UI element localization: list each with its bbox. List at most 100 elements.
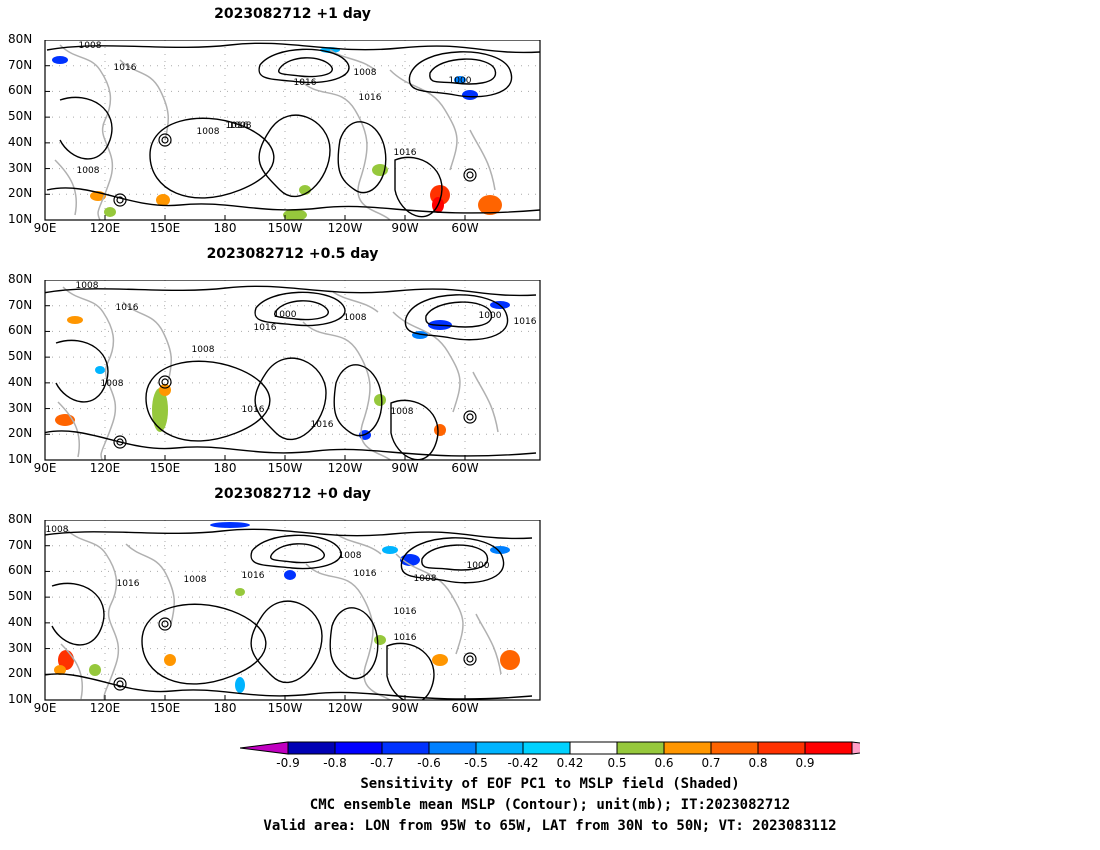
- low-pressure-center: [116, 680, 124, 688]
- colorbar-segment: [428, 741, 477, 755]
- lat-tick-label: 30N: [8, 160, 33, 175]
- lon-tick-label: 120W: [327, 221, 363, 235]
- map-panel-3: 1008 1016 1008 1016 1008 1016 1016 1016 1008 1000: [44, 520, 541, 701]
- map-panel-1: 1008101610081016100810161016101610081000…: [44, 40, 541, 221]
- colorbar-tick-label: -0.9: [276, 756, 300, 770]
- lat-tick-label: 40N: [8, 374, 33, 389]
- low-pressure-center: [116, 438, 124, 446]
- sensitivity-shading: [374, 394, 386, 406]
- contour-label: 1016: [311, 420, 334, 430]
- sensitivity-shading: [164, 654, 176, 666]
- colorbar-tick-label: 0.7: [701, 756, 721, 770]
- lon-tick-label: 90W: [391, 221, 419, 235]
- coastline: [392, 311, 461, 413]
- low-pressure-center: [466, 171, 474, 179]
- lon-tick-label: 120E: [89, 221, 121, 235]
- sensitivity-shading: [500, 650, 520, 670]
- sensitivity-shading: [152, 388, 168, 432]
- coastline: [54, 159, 77, 216]
- colorbar-segment: [663, 741, 712, 755]
- mslp-contour: [45, 430, 537, 457]
- low-pressure-center: [466, 413, 474, 421]
- colorbar-segment: [710, 741, 759, 755]
- lon-tick-label: 90E: [33, 701, 57, 715]
- lon-tick-label: 180: [213, 221, 237, 235]
- colorbar-tick-label: 0.5: [607, 756, 627, 770]
- lat-tick-label: 30N: [8, 400, 33, 415]
- mslp-contour: [51, 582, 105, 646]
- lat-tick-label: 60N: [8, 323, 33, 338]
- coastline: [60, 643, 83, 700]
- sensitivity-shading: [454, 76, 466, 84]
- coastline: [125, 543, 176, 625]
- low-pressure-center: [463, 410, 477, 424]
- mslp-contour: [250, 600, 323, 683]
- lat-tick-label: 40N: [8, 134, 33, 149]
- coastline: [119, 59, 170, 141]
- contour-label: 1016: [116, 303, 139, 313]
- sensitivity-shading: [95, 366, 105, 374]
- sensitivity-shading: [462, 90, 478, 100]
- colorbar-tick-label: -0.6: [417, 756, 441, 770]
- mslp-contour: [394, 156, 443, 218]
- map-background: [45, 40, 540, 220]
- mslp-contour: [149, 117, 275, 199]
- colorbar-tick-label: -0.7: [370, 756, 394, 770]
- colorbar-tick-label: -0.8: [323, 756, 347, 770]
- colorbar-segment: [381, 741, 430, 755]
- contour-label: 1008: [192, 345, 215, 355]
- coastline: [65, 528, 119, 700]
- map-panel-2: 1008 1016 1016 1000 1008 1008 1016 1016 1008 1000…: [44, 280, 541, 461]
- mslp-contour: [333, 364, 383, 437]
- lat-tick-label: 80N: [8, 272, 33, 286]
- mslp-contour: [274, 300, 329, 321]
- colorbar-segment: [287, 741, 336, 755]
- mslp-contour: [421, 544, 489, 571]
- contour-label: 1000: [467, 561, 490, 571]
- colorbar-max-arrow: [851, 741, 860, 755]
- lon-tick-label: 120W: [327, 461, 363, 475]
- sensitivity-shading: [210, 522, 250, 528]
- mslp-contour: [390, 399, 439, 460]
- coastline: [395, 553, 464, 655]
- mslp-contour: [258, 114, 331, 197]
- lat-tick-label: 10N: [8, 452, 33, 466]
- mslp-contour: [141, 603, 267, 685]
- lat-tick-label: 50N: [8, 109, 33, 124]
- contour-label: 1000: [449, 76, 472, 86]
- lat-tick-label: 70N: [8, 537, 33, 552]
- sensitivity-shading: [67, 316, 83, 324]
- contour-label: 1000: [479, 311, 502, 321]
- colorbar-segment: [334, 741, 383, 755]
- coastline: [302, 321, 392, 460]
- lon-tick-label: 150W: [267, 221, 303, 235]
- lon-tick-label: 90W: [391, 701, 419, 715]
- lon-tick-label: 150E: [149, 221, 181, 235]
- coastline: [335, 533, 382, 555]
- panel-2-title: 2023082712 +0.5 day: [206, 246, 379, 262]
- contour-label: 1016: [114, 63, 137, 73]
- coastline: [59, 44, 113, 220]
- contour-label: 1008: [354, 68, 377, 78]
- coastline: [389, 69, 458, 171]
- colorbar-segment: [569, 741, 618, 755]
- coastline: [332, 291, 379, 313]
- lon-tick-label: 120E: [89, 461, 121, 475]
- lon-tick-label: 150E: [149, 461, 181, 475]
- mslp-contour: [400, 537, 505, 584]
- colorbar-segment: [522, 741, 571, 755]
- low-pressure-center: [158, 133, 172, 147]
- sensitivity-shading: [104, 207, 116, 217]
- mslp-contour: [46, 42, 540, 54]
- contour-label: 1008: [77, 166, 100, 176]
- mslp-contour: [45, 285, 537, 297]
- colorbar-segment: [616, 741, 665, 755]
- contour-label: 1008: [76, 281, 99, 291]
- lat-tick-label: 40N: [8, 614, 33, 629]
- lat-tick-label: 50N: [8, 589, 33, 604]
- sensitivity-shading: [235, 677, 245, 693]
- contour-label: 1000: [274, 310, 297, 320]
- colorbar-tick-label: -0.42: [507, 756, 539, 770]
- colorbar-min-arrow: [240, 741, 289, 755]
- lat-tick-label: 20N: [8, 186, 33, 201]
